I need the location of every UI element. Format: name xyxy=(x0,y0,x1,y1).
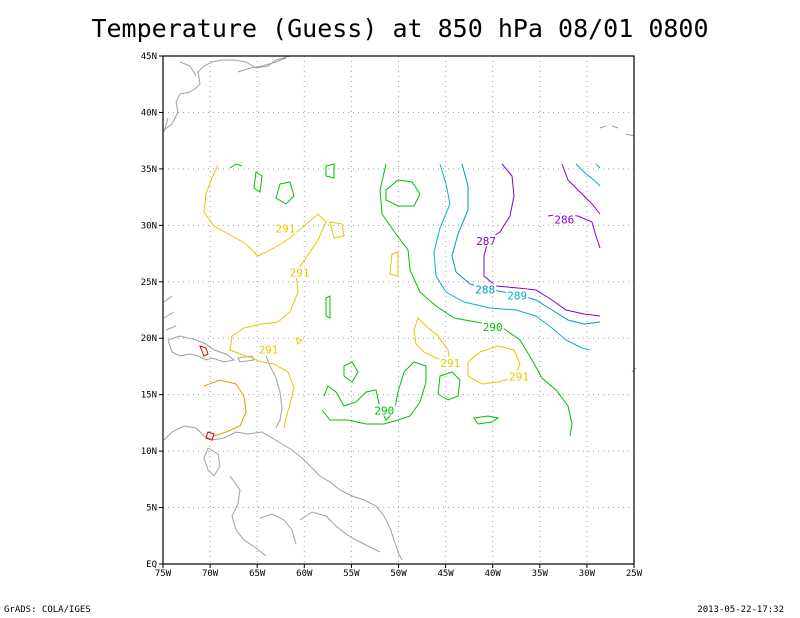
lon-tick-label: 25W xyxy=(626,569,643,579)
contour-label: 291 xyxy=(276,223,296,236)
lon-tick-label: 70W xyxy=(202,569,219,579)
contours xyxy=(199,163,601,441)
contour-290-main xyxy=(379,163,573,437)
coast-puerto-rico xyxy=(237,355,255,363)
contour-291-island2 xyxy=(389,251,399,277)
coast-nova-scotia xyxy=(237,57,287,73)
contour-290-f xyxy=(325,295,331,319)
contour-labels: 291 291 291 291 291 290 290 289 288 287 286 xyxy=(257,213,576,417)
contour-291-east xyxy=(413,317,451,363)
contour-label-bg xyxy=(474,283,497,295)
contour-label-bg xyxy=(439,357,462,369)
contour-290-b xyxy=(253,171,263,193)
contour-291-west xyxy=(203,164,327,429)
contour-label-bg xyxy=(481,320,504,332)
contour-291-small xyxy=(295,337,303,345)
coast-south-america xyxy=(163,425,403,561)
contour-285 xyxy=(575,163,601,187)
contour-label: 291 xyxy=(509,371,529,384)
contour-label-bg xyxy=(373,404,396,416)
axis-ticks: 75W 70W 65W 60W 55W 50W 45W 40W 35W 30W 25W EQ 5N 10N… xyxy=(141,52,643,579)
contour-label-bg xyxy=(475,235,498,247)
contour-label-bg xyxy=(257,343,280,355)
lat-tick-label: 25N xyxy=(141,278,157,288)
contour-290-c xyxy=(275,181,295,205)
lon-tick-label: 75W xyxy=(155,569,172,579)
contour-label: 291 xyxy=(259,344,279,357)
contour-286 xyxy=(547,163,601,249)
lat-tick-label: 30N xyxy=(141,221,157,231)
footer-credit: GrADS: COLA/IGES xyxy=(4,605,91,615)
coast-azores xyxy=(599,125,635,137)
contour-label: 288 xyxy=(475,284,495,297)
lon-tick-label: 45W xyxy=(437,569,454,579)
lon-tick-label: 30W xyxy=(579,569,596,579)
contour-label-bg xyxy=(553,213,576,225)
lon-tick-label: 50W xyxy=(390,569,407,579)
contour-290-i xyxy=(437,371,461,401)
contour-290-a xyxy=(229,163,243,169)
contour-label: 286 xyxy=(554,214,574,227)
contour-label-bg xyxy=(508,370,531,382)
coast-lesser-antilles xyxy=(265,355,283,429)
contour-293-hispaniola xyxy=(199,345,209,357)
footer-timestamp: 2013-05-22-17:32 xyxy=(697,605,784,615)
contour-290-g xyxy=(343,361,359,383)
lat-tick-label: 20N xyxy=(141,334,157,344)
coast-northeast-us xyxy=(163,55,291,131)
contour-label: 291 xyxy=(440,357,460,370)
contour-293-south xyxy=(205,431,215,441)
contour-289 xyxy=(433,163,591,351)
contour-290-e xyxy=(385,179,421,207)
contour-290-h xyxy=(321,361,427,425)
contour-label: 287 xyxy=(476,235,496,248)
contour-label-bg xyxy=(506,289,529,301)
contour-290-j xyxy=(473,415,500,425)
lat-tick-label: 35N xyxy=(141,165,157,175)
contour-label: 290 xyxy=(374,404,394,417)
lon-tick-label: 60W xyxy=(296,569,313,579)
contour-label: 291 xyxy=(290,267,310,280)
lon-tick-label: 35W xyxy=(532,569,549,579)
lon-tick-label: 55W xyxy=(343,569,360,579)
contour-287 xyxy=(483,163,601,317)
contour-label-bg xyxy=(288,266,311,278)
lat-tick-label: 5N xyxy=(146,504,157,514)
lat-tick-label: EQ xyxy=(146,560,157,570)
contour-290-d xyxy=(325,163,335,179)
graticule xyxy=(163,56,634,564)
contour-291-island1 xyxy=(329,221,345,239)
contour-label: 290 xyxy=(483,321,503,334)
contour-label: 289 xyxy=(507,289,527,302)
lat-tick-label: 45N xyxy=(141,52,157,62)
lon-tick-label: 65W xyxy=(249,569,266,579)
contour-292 xyxy=(203,379,247,437)
contour-label-bg xyxy=(274,222,297,234)
lat-tick-label: 15N xyxy=(141,391,157,401)
map-title: Temperature (Guess) at 850 hPa 08/01 080… xyxy=(91,14,709,43)
lon-tick-label: 40W xyxy=(485,569,502,579)
coast-us-south xyxy=(163,117,169,133)
lat-tick-label: 40N xyxy=(141,108,157,118)
coast-greater-antilles xyxy=(163,295,236,363)
lat-tick-label: 10N xyxy=(141,447,157,457)
coastlines xyxy=(163,55,637,561)
plot-frame xyxy=(162,55,635,565)
